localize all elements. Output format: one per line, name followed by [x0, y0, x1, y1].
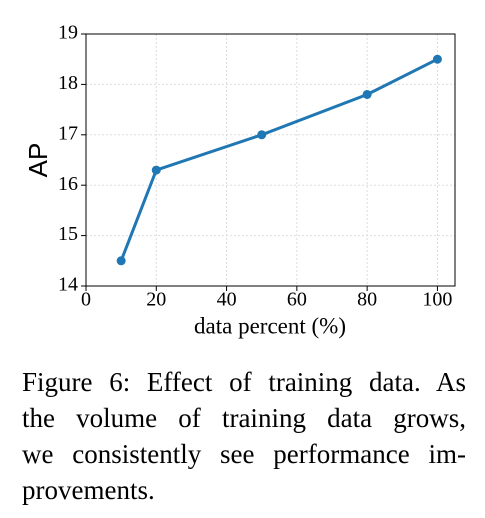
y-tick-label: 18: [58, 72, 78, 94]
y-tick-label: 15: [58, 223, 78, 245]
x-tick-label: 20: [146, 289, 166, 311]
y-tick-label: 17: [58, 122, 78, 144]
data-point: [151, 165, 161, 175]
y-tick-label: 16: [58, 173, 78, 195]
data-point: [432, 54, 442, 64]
y-tick-label: 14: [58, 274, 78, 296]
caption-line: Figure 6: Effect of training data. As: [22, 367, 466, 397]
x-axis-label: data percent (%): [194, 313, 346, 338]
caption-line: the volume of training data grows,: [22, 403, 466, 433]
x-tick-label: 80: [357, 289, 377, 311]
x-tick-label: 100: [422, 289, 452, 311]
data-point: [362, 89, 372, 99]
caption-line: we consistently see performance im-: [22, 439, 466, 469]
x-tick-label: 0: [81, 289, 91, 311]
data-point: [116, 256, 126, 266]
chart: AP data percent (%) 14 15 16 17 18 19 0 20 40 60 8…: [23, 22, 456, 338]
y-axis-label: AP: [23, 143, 53, 178]
plot-frame: [85, 33, 456, 287]
data-line: [119, 57, 439, 262]
data-point: [257, 130, 267, 140]
x-tick-label: 40: [217, 289, 237, 311]
x-tick-label: 60: [287, 289, 307, 311]
caption: Figure 6: Effect of training data. As the…: [22, 364, 466, 508]
caption-line: provements.: [22, 475, 155, 505]
y-tick-label: 19: [58, 22, 78, 44]
